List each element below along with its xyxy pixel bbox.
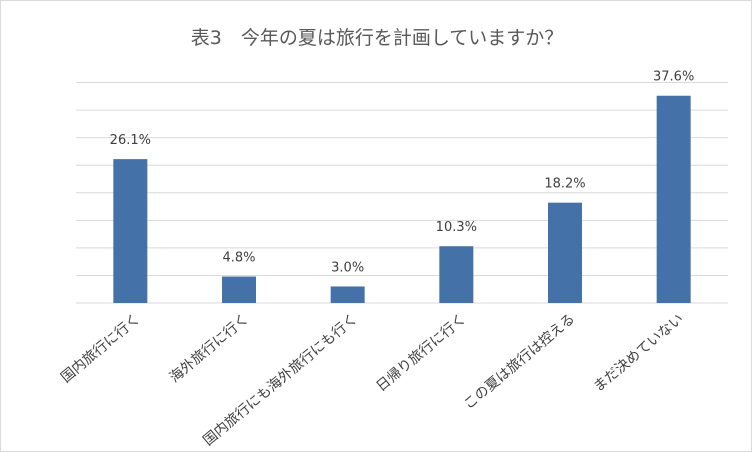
- data-label: 18.2%: [544, 177, 585, 192]
- data-label: 4.8%: [222, 251, 255, 266]
- bar: [330, 286, 365, 303]
- data-label: 10.3%: [436, 220, 477, 235]
- category-label: 海外旅行に行く: [167, 311, 252, 386]
- bar: [113, 159, 148, 303]
- category-label: 国内旅行に行く: [58, 311, 143, 386]
- data-labels: 26.1% 4.8% 3.0% 10.3% 18.2% 37.6%: [110, 70, 695, 276]
- data-label: 37.6%: [653, 70, 694, 85]
- category-label: まだ決めていない: [591, 311, 687, 395]
- category-label: この夏は旅行は控える: [461, 311, 578, 413]
- bar: [222, 276, 256, 303]
- bar: [656, 95, 691, 303]
- chart-title: 表3 今年の夏は旅行を計画していますか？: [191, 27, 564, 49]
- gridlines: [76, 82, 728, 304]
- data-label: 26.1%: [110, 133, 151, 148]
- data-label: 3.0%: [331, 260, 364, 275]
- bar: [439, 246, 474, 303]
- bars: [113, 95, 691, 303]
- bar: [548, 202, 582, 303]
- category-label: 日帰り旅行に行く: [373, 310, 470, 395]
